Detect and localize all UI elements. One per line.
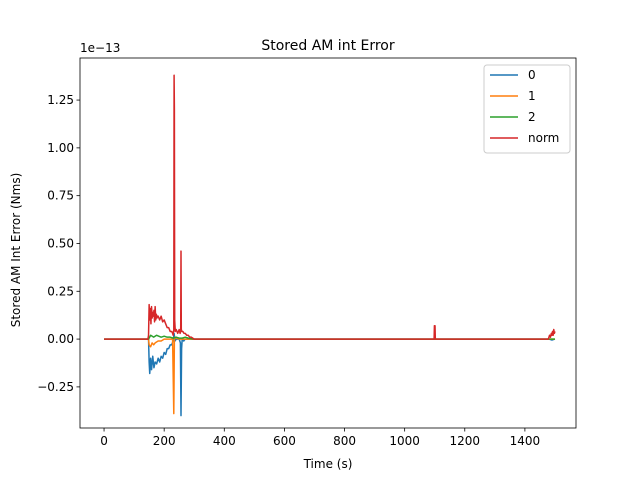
plot-frame [79,57,577,429]
x-tick-label: 800 [333,434,356,448]
y-tick-label: 0.75 [47,189,74,203]
y-tick-label: 0.50 [47,236,74,250]
plot-area [79,57,577,429]
series-line-2 [104,334,555,340]
legend-box [483,64,571,154]
y-tick-label: −0.25 [37,380,74,394]
y-tick-label: 1.00 [47,141,74,155]
y-axis-label: Stored AM Int Error (Nms) [9,173,23,328]
chart-title: Stored AM int Error [261,38,395,54]
y-tick-label: 1.25 [47,93,74,107]
x-axis-label: Time (s) [303,457,353,471]
x-tick-label: 1200 [450,434,481,448]
series-line-norm [104,74,556,340]
y-tick-label: 0.25 [47,284,74,298]
x-tick-label: 1000 [389,434,420,448]
x-axis: 0 200 400 600 800 1000 1200 1400 [100,428,540,448]
series-line-1 [104,336,555,415]
y-axis: −0.25 0.00 0.25 0.50 0.75 1.00 1.25 [37,93,80,394]
x-tick-label: 600 [273,434,296,448]
x-tick-label: 1400 [510,434,541,448]
x-tick-label: 0 [100,434,108,448]
y-tick-label: 0.00 [47,332,74,346]
legend-label: 0 [528,68,536,82]
x-tick-label: 400 [213,434,236,448]
x-tick-label: 200 [153,434,176,448]
legend-label: 1 [528,89,536,103]
y-offset-text: 1e−13 [80,41,120,55]
legend: 0 1 2 norm [483,64,571,154]
legend-label: norm [528,131,559,145]
legend-label: 2 [528,110,536,124]
